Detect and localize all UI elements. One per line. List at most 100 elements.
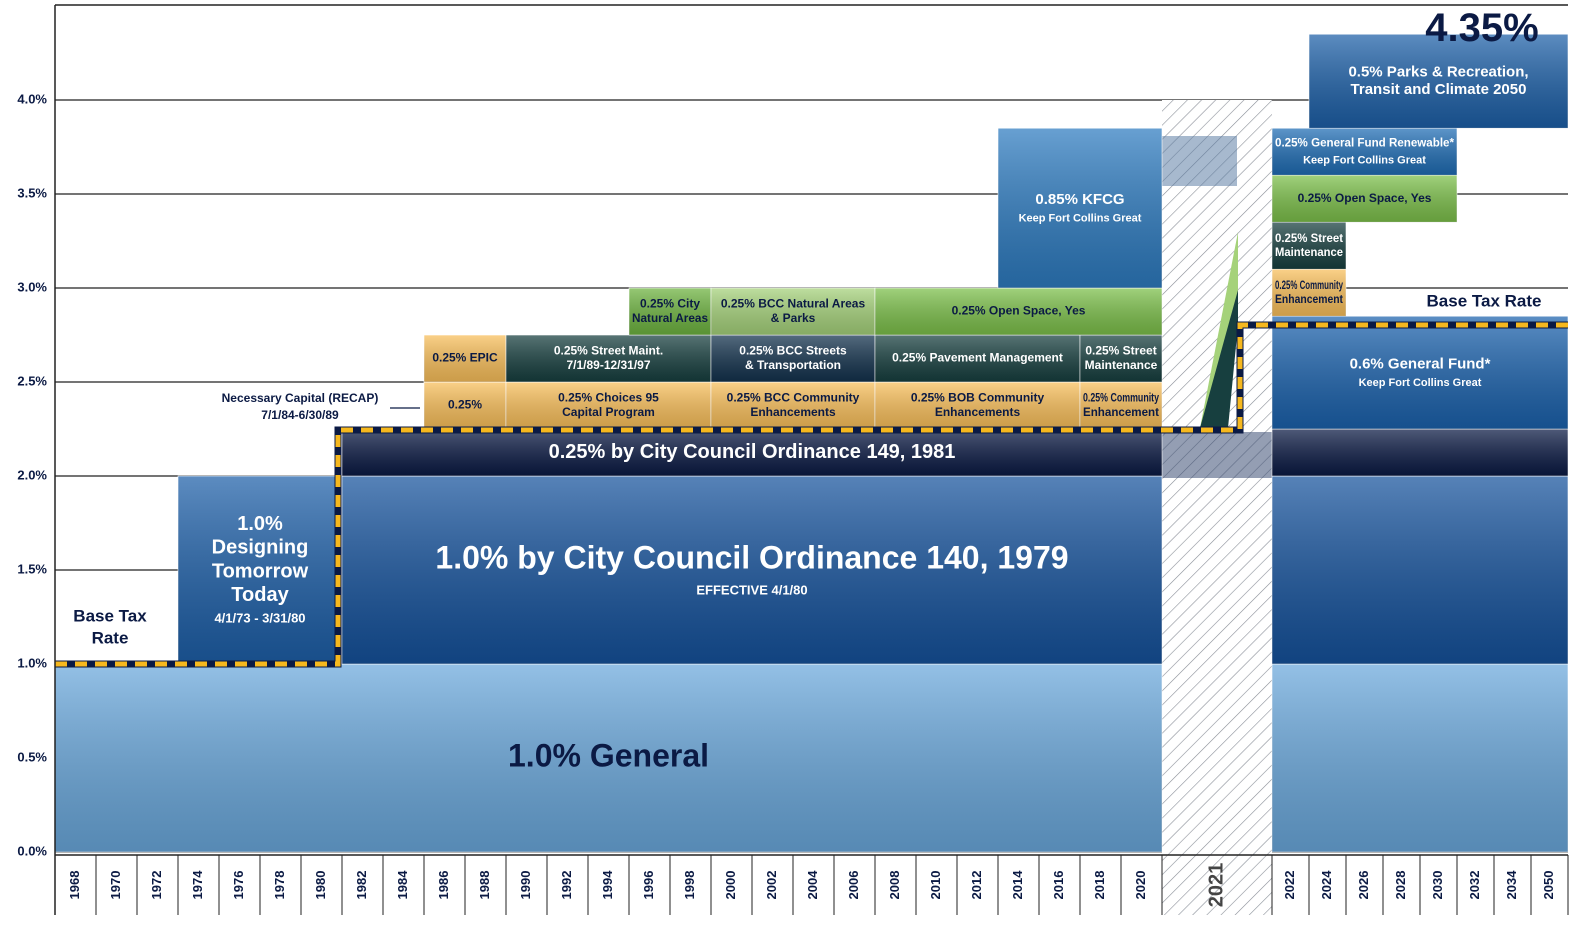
block-label: Capital Program (562, 405, 655, 419)
block-shade (424, 382, 506, 429)
block-shade (178, 476, 342, 664)
x-tick-label: 2021 (1205, 863, 1227, 908)
transition-hatch (1162, 100, 1272, 915)
block-sublabel: 4/1/73 - 3/31/80 (214, 611, 305, 626)
x-tick-label: 2034 (1504, 870, 1519, 900)
block-shade (1309, 34, 1568, 129)
block-sublabel: Keep Fort Collins Great (1359, 377, 1482, 389)
block-label: Tomorrow (212, 560, 309, 582)
block-label: Designing (212, 537, 309, 559)
x-tick-label: 1988 (477, 871, 492, 900)
block-label: Enhancements (935, 405, 1021, 419)
block-shade (342, 429, 1162, 476)
block-shade (55, 664, 1162, 852)
block-shade (1272, 664, 1568, 852)
block-shade (998, 128, 1162, 288)
block-label: Enhancement (1275, 292, 1343, 306)
block-label: & Parks (771, 311, 816, 325)
block-label: 0.25% Pavement Management (892, 351, 1063, 365)
x-tick-label: 1982 (354, 871, 369, 900)
x-tick-label: 1994 (600, 870, 615, 900)
block-label: 0.25% Open Space, Yes (952, 304, 1086, 318)
x-tick-label: 2004 (805, 870, 820, 900)
x-tick-label: 2018 (1092, 871, 1107, 900)
base-tax-note: Base Tax (73, 606, 147, 625)
block-label: 0.25% Community (1275, 278, 1343, 292)
block-shade (1272, 429, 1568, 476)
block-label: Maintenance (1085, 358, 1158, 372)
block-label: 0.6% General Fund* (1350, 355, 1491, 372)
block-label: 1.0% by City Council Ordinance 140, 1979 (435, 540, 1068, 576)
block-label: 0.25% (448, 398, 482, 412)
x-tick-label: 2028 (1393, 871, 1408, 900)
y-tick-label: 1.5% (17, 561, 47, 576)
block-label: 0.25% Street (1085, 344, 1156, 358)
block-shade (1080, 335, 1162, 382)
labels: Base Tax Rate Base Tax Rate Necessary Ca… (73, 6, 1541, 648)
block-label: Today (231, 584, 289, 606)
block-shade (424, 335, 506, 382)
block-label: 0.25% Street Maint. (554, 344, 663, 358)
block-label: Natural Areas (632, 311, 708, 325)
block-label: Enhancement (1083, 405, 1159, 419)
y-tick-label: 2.0% (17, 467, 47, 482)
block-label: 1.0% (237, 513, 283, 535)
block-shade (506, 335, 711, 382)
block-label: 0.25% Open Space, Yes (1298, 191, 1432, 205)
x-tick-label: 2022 (1282, 871, 1297, 900)
x-tick-label: 2024 (1319, 870, 1334, 900)
transition-shade (1162, 432, 1272, 478)
x-tick-label: 1986 (436, 871, 451, 900)
block-label: 0.25% Choices 95 (558, 391, 659, 405)
block-shade (629, 288, 711, 335)
x-tick-label: 2000 (723, 871, 738, 900)
block-label: 0.5% Parks & Recreation, (1348, 63, 1528, 80)
transition-band (1200, 232, 1238, 428)
block-label: & Transportation (745, 358, 841, 372)
x-tick-label: 2050 (1541, 871, 1556, 900)
x-tick-label: 2026 (1356, 871, 1371, 900)
block-shade (875, 335, 1080, 382)
block-shade (711, 288, 875, 335)
y-tick-label: 1.0% (17, 655, 47, 670)
block-label: Enhancements (750, 405, 836, 419)
block-shade (506, 382, 711, 429)
x-tick-label: 2020 (1133, 871, 1148, 900)
block-label: 7/1/89-12/31/97 (566, 358, 650, 372)
block-sublabel: Keep Fort Collins Great (1019, 213, 1142, 225)
y-tick-label: 3.0% (17, 279, 47, 294)
block-sublabel: EFFECTIVE 4/1/80 (696, 582, 807, 597)
base-tax-note: Base Tax Rate (1427, 291, 1542, 310)
x-tick-label: 2016 (1051, 871, 1066, 900)
x-tick-label: 2010 (928, 871, 943, 900)
block-shade (711, 382, 875, 429)
block-shade (1272, 128, 1457, 176)
axes: 0.0% 0.5% 1.0% 1.5% 2.0% 2.5% 3.0% 3.5% 4.0% 1968… (17, 4, 1569, 915)
block-label: 0.25% Community (1083, 391, 1159, 405)
x-tick-label: 1972 (149, 871, 164, 900)
x-tick-label: 1984 (395, 870, 410, 900)
x-tick-label: 1976 (231, 871, 246, 900)
y-tick-label: 2.5% (17, 373, 47, 388)
block-label: Maintenance (1275, 245, 1343, 259)
block-label: 0.25% City (640, 297, 700, 311)
y-tick-label: 0.5% (17, 749, 47, 764)
block-label: 0.85% KFCG (1035, 191, 1124, 208)
transition-column (1162, 100, 1272, 915)
block-label: 0.25% General Fund Renewable* (1275, 136, 1454, 150)
x-tick-label: 2008 (887, 871, 902, 900)
x-tick-label: 1968 (67, 871, 82, 900)
y-tick-label: 0.0% (17, 843, 47, 858)
recap-note: 7/1/84-6/30/89 (261, 408, 339, 422)
x-tick-label: 2030 (1430, 871, 1445, 900)
x-tick-label: 2012 (969, 871, 984, 900)
block-label: 0.25% BOB Community (911, 391, 1045, 405)
x-tick-label: 2032 (1467, 871, 1482, 900)
block-label: 0.25% BCC Natural Areas (721, 297, 866, 311)
x-tick-label: 1970 (108, 871, 123, 900)
x-tick-label: 2002 (764, 871, 779, 900)
x-tick-label: 1998 (682, 871, 697, 900)
block-label: 1.0% General (508, 737, 709, 773)
block-shade (875, 288, 1162, 335)
